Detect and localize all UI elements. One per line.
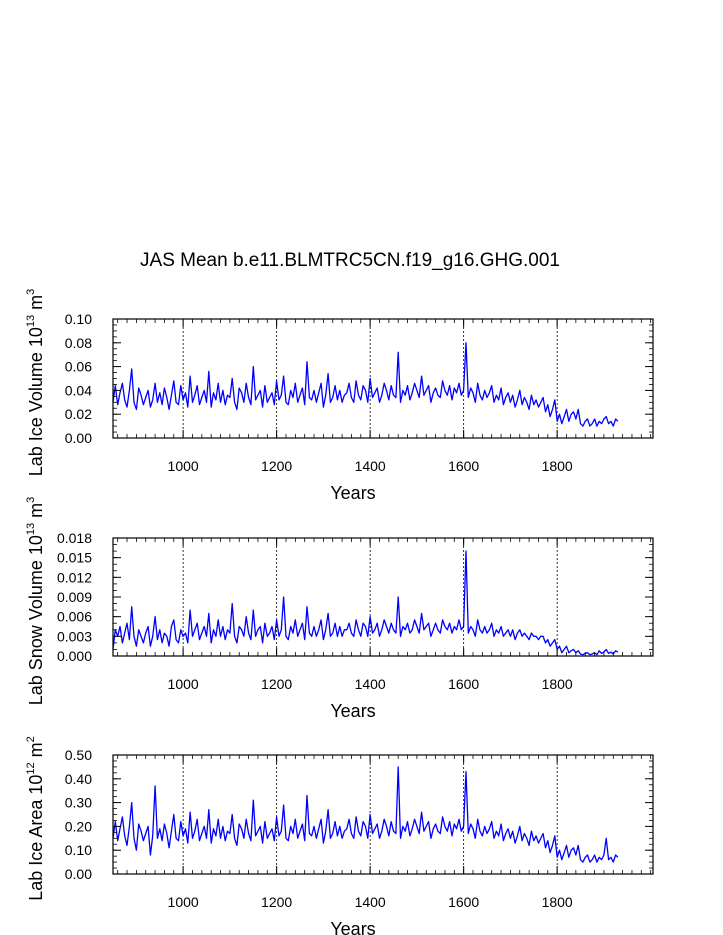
y-axis-label-part: m: [26, 742, 46, 762]
panel-ice-volume: 0.00 0.02 0.04 0.06 0.08 0.10 1000 1200 1400 1600…: [25, 289, 654, 503]
y-tick-label: 0.015: [57, 550, 92, 566]
y-tick-label: 0.08: [65, 335, 92, 351]
series-line: [112, 550, 619, 656]
y-tick-label: 0.30: [65, 795, 92, 811]
x-axis-label: Years: [330, 919, 375, 935]
plot-frame: [112, 537, 654, 657]
y-tick-label: 0.003: [57, 628, 92, 644]
y-tick-label: 0.009: [57, 589, 92, 605]
y-tick-label: 0.012: [57, 569, 92, 585]
y-tick-label: 0.000: [57, 648, 92, 664]
y-tick-label: 0.02: [65, 406, 92, 422]
y-tick-label: 0.10: [65, 311, 92, 327]
series-line: [112, 766, 619, 863]
y-tick-label: 0.018: [57, 530, 92, 546]
y-axis-label-part: m: [26, 295, 46, 315]
x-tick-label: 1200: [261, 894, 292, 910]
x-tick-label: 1000: [168, 894, 199, 910]
y-axis-label-part: m: [26, 503, 46, 523]
series-line: [112, 342, 619, 427]
y-axis-label: Lab Ice Volume 1013 m3: [25, 289, 46, 476]
x-tick-label: 1400: [355, 894, 386, 910]
x-tick-label: 1600: [448, 676, 479, 692]
y-axis-label-part: Lab Snow Volume 10: [26, 535, 46, 705]
y-tick-label: 0.006: [57, 609, 92, 625]
y-tick-label: 0.40: [65, 771, 92, 787]
y-tick-label: 0.50: [65, 747, 92, 763]
panel-snow-volume: 0.000 0.003 0.006 0.009 0.012 0.015 0.018 1000 1…: [25, 497, 654, 721]
y-tick-label: 0.06: [65, 359, 92, 375]
x-tick-label: 1800: [542, 676, 573, 692]
x-axis-label: Years: [330, 701, 375, 721]
y-axis-label-part: Lab Ice Area 10: [26, 775, 46, 901]
x-tick-label: 1400: [355, 458, 386, 474]
y-tick-label: 0.00: [65, 866, 92, 882]
x-tick-label: 1000: [168, 676, 199, 692]
x-axis-label: Years: [330, 483, 375, 503]
plot-frame: [112, 754, 654, 875]
chart-title: JAS Mean b.e11.BLMTRC5CN.f19_g16.GHG.001: [140, 250, 560, 271]
x-tick-label: 1800: [542, 894, 573, 910]
x-tick-label: 1200: [261, 458, 292, 474]
y-tick-label: 0.10: [65, 842, 92, 858]
y-tick-label: 0.00: [65, 430, 92, 446]
y-axis-label-superscript: 2: [25, 736, 37, 742]
y-axis-label-superscript: 3: [25, 289, 37, 295]
y-axis-label: Lab Snow Volume 1013 m3: [25, 497, 46, 706]
y-axis-label-superscript: 3: [25, 497, 37, 503]
y-tick-label: 0.04: [65, 382, 92, 398]
panel-ice-area: 0.00 0.10 0.20 0.30 0.40 0.50 1000 1200 1400 1600…: [25, 736, 654, 935]
y-axis-label-part: Lab Ice Volume 10: [26, 327, 46, 476]
x-tick-label: 1400: [355, 676, 386, 692]
y-axis-label-superscript: 13: [25, 523, 37, 535]
x-tick-label: 1200: [261, 676, 292, 692]
x-tick-label: 1800: [542, 458, 573, 474]
y-axis-label: Lab Ice Area 1012 m2: [25, 736, 46, 900]
plot-frame: [112, 318, 654, 439]
x-tick-label: 1000: [168, 458, 199, 474]
y-axis-label-superscript: 13: [25, 315, 37, 327]
x-tick-label: 1600: [448, 894, 479, 910]
y-axis-label-superscript: 12: [25, 762, 37, 774]
x-tick-label: 1600: [448, 458, 479, 474]
y-tick-label: 0.20: [65, 818, 92, 834]
